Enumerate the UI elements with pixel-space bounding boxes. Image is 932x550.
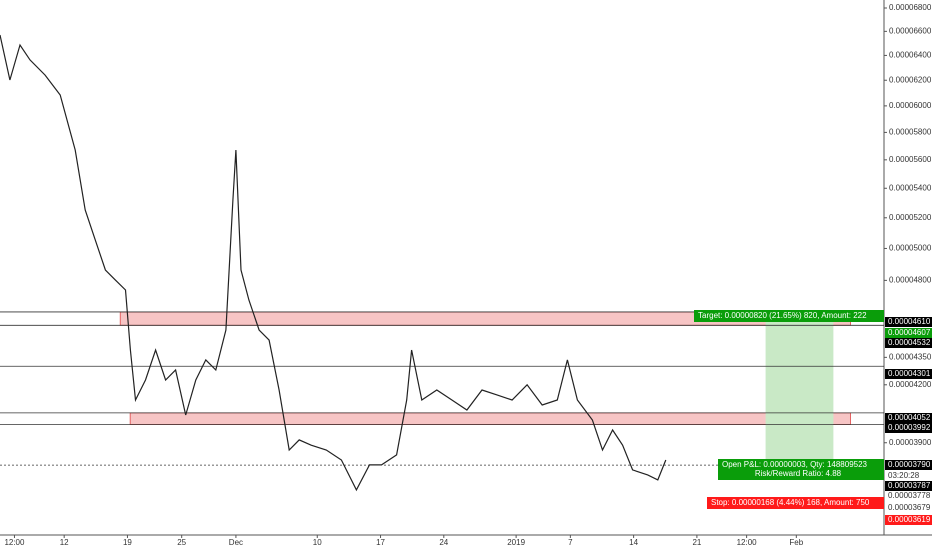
annotation-text: Stop: 0.00000168 (4.44%) 168, Amount: 75… xyxy=(711,498,870,507)
annotation-box xyxy=(694,310,884,322)
price-badge-label: 03:20:28 xyxy=(888,471,920,480)
y-tick-label: 0.00006000 xyxy=(889,101,932,110)
price-badge xyxy=(885,423,932,433)
annotation-text: Target: 0.00000820 (21.65%) 820, Amount:… xyxy=(698,311,867,320)
y-tick-label: 0.00005600 xyxy=(889,155,932,164)
y-tick-label: 0.00006600 xyxy=(889,26,932,35)
price-badge-label: 0.00004607 xyxy=(888,328,931,337)
x-tick-label: 17 xyxy=(376,538,385,547)
price-badge xyxy=(885,460,932,470)
y-tick-label: 0.00003900 xyxy=(889,438,932,447)
price-badge-label: 0.00004052 xyxy=(888,413,931,422)
y-tick-label: 0.00004800 xyxy=(889,275,932,284)
annotation-box xyxy=(718,459,884,480)
y-tick-label: 0.00005200 xyxy=(889,213,932,222)
x-tick-label: Feb xyxy=(789,538,803,547)
x-tick-label: 25 xyxy=(177,538,186,547)
x-tick-label: 14 xyxy=(629,538,638,547)
y-tick-label: 0.00006400 xyxy=(889,51,932,60)
price-badge xyxy=(885,317,932,327)
zone xyxy=(129,412,851,425)
price-badge-label: 0.00004610 xyxy=(888,317,931,326)
price-badge xyxy=(885,515,932,525)
x-tick-label: 10 xyxy=(313,538,322,547)
annotation-text: Open P&L: 0.00000003, Qty: 148809523 xyxy=(722,460,868,469)
price-badge xyxy=(885,491,932,501)
price-badge xyxy=(885,338,932,348)
annotation-box xyxy=(707,497,884,509)
price-badge xyxy=(885,413,932,423)
price-badge xyxy=(885,481,932,491)
price-badge-label: 0.00003992 xyxy=(888,423,931,432)
y-tick-label: 0.00004200 xyxy=(889,380,932,389)
x-tick-label: 12 xyxy=(60,538,69,547)
price-badge-label: 0.00003679 xyxy=(888,503,931,512)
price-badge xyxy=(885,369,932,379)
annotation-text: Risk/Reward Ratio: 4.88 xyxy=(755,469,842,478)
y-tick-label: 0.00006800 xyxy=(889,3,932,12)
price-badge-label: 0.00003790 xyxy=(888,460,931,469)
x-tick-label: Dec xyxy=(229,538,243,547)
x-tick-label: 12:00 xyxy=(4,538,25,547)
price-badge-label: 0.00004301 xyxy=(888,369,931,378)
price-badge-label: 0.00003619 xyxy=(888,515,931,524)
y-tick-label: 0.00006200 xyxy=(889,75,932,84)
price-badge xyxy=(885,503,932,513)
x-tick-label: 19 xyxy=(123,538,132,547)
price-badge-label: 0.00003787 xyxy=(888,481,931,490)
price-line xyxy=(0,34,667,492)
x-tick-label: 2019 xyxy=(507,538,525,547)
y-tick-label: 0.00005000 xyxy=(889,244,932,253)
plot-area: Target: 0.00000820 (21.65%) 820, Amount:… xyxy=(0,34,884,509)
x-tick-label: 24 xyxy=(439,538,448,547)
price-badge-label: 0.00004532 xyxy=(888,338,931,347)
y-tick-label: 0.00005400 xyxy=(889,183,932,192)
y-tick-label: 0.00005800 xyxy=(889,128,932,137)
y-tick-label: 0.00004350 xyxy=(889,352,932,361)
price-badge-label: 0.00003778 xyxy=(888,491,931,500)
price-badge xyxy=(885,328,932,338)
price-badge xyxy=(885,471,932,481)
x-tick-label: 12:00 xyxy=(737,538,758,547)
zone xyxy=(765,312,834,466)
x-tick-label: 7 xyxy=(568,538,573,547)
x-tick-label: 21 xyxy=(692,538,701,547)
